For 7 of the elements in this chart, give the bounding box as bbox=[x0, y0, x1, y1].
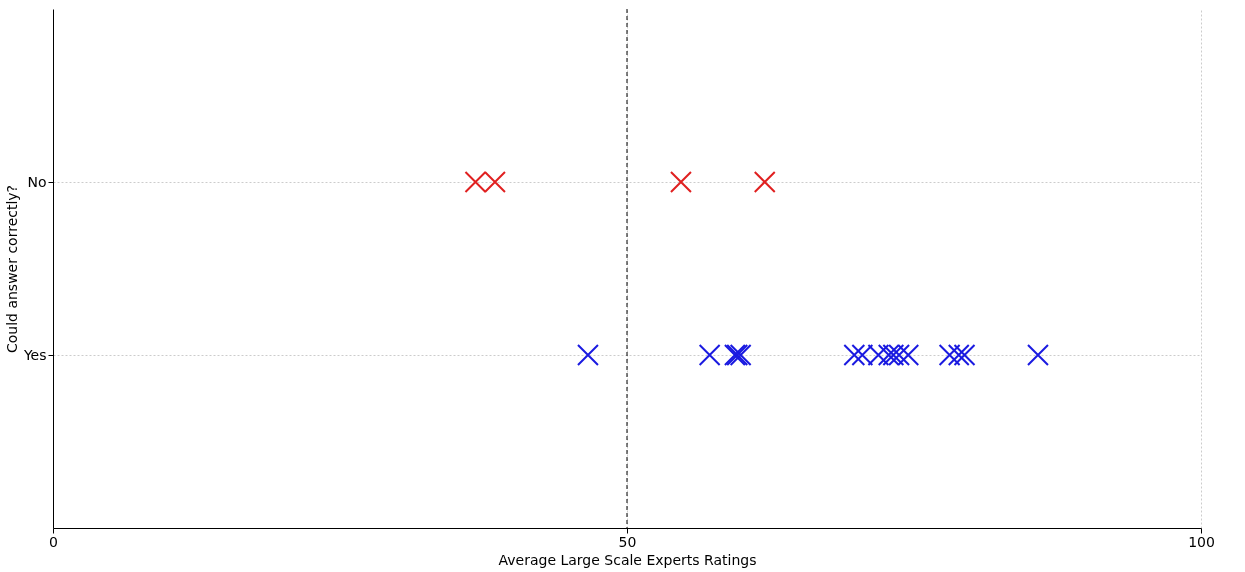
y-axis-title: Could answer correctly? bbox=[3, 184, 20, 354]
x-axis-title: Average Large Scale Experts Ratings bbox=[498, 551, 757, 568]
x-tick-label: 0 bbox=[49, 533, 58, 550]
x-tick-label: 50 bbox=[618, 533, 637, 550]
x-tick-label: 100 bbox=[1188, 533, 1215, 550]
y-tick-label: No bbox=[27, 173, 47, 190]
y-tick-label: Yes bbox=[22, 346, 47, 363]
